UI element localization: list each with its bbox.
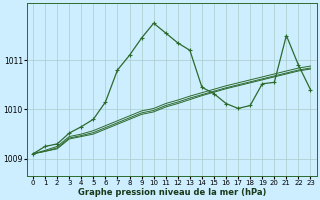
X-axis label: Graphe pression niveau de la mer (hPa): Graphe pression niveau de la mer (hPa): [77, 188, 266, 197]
